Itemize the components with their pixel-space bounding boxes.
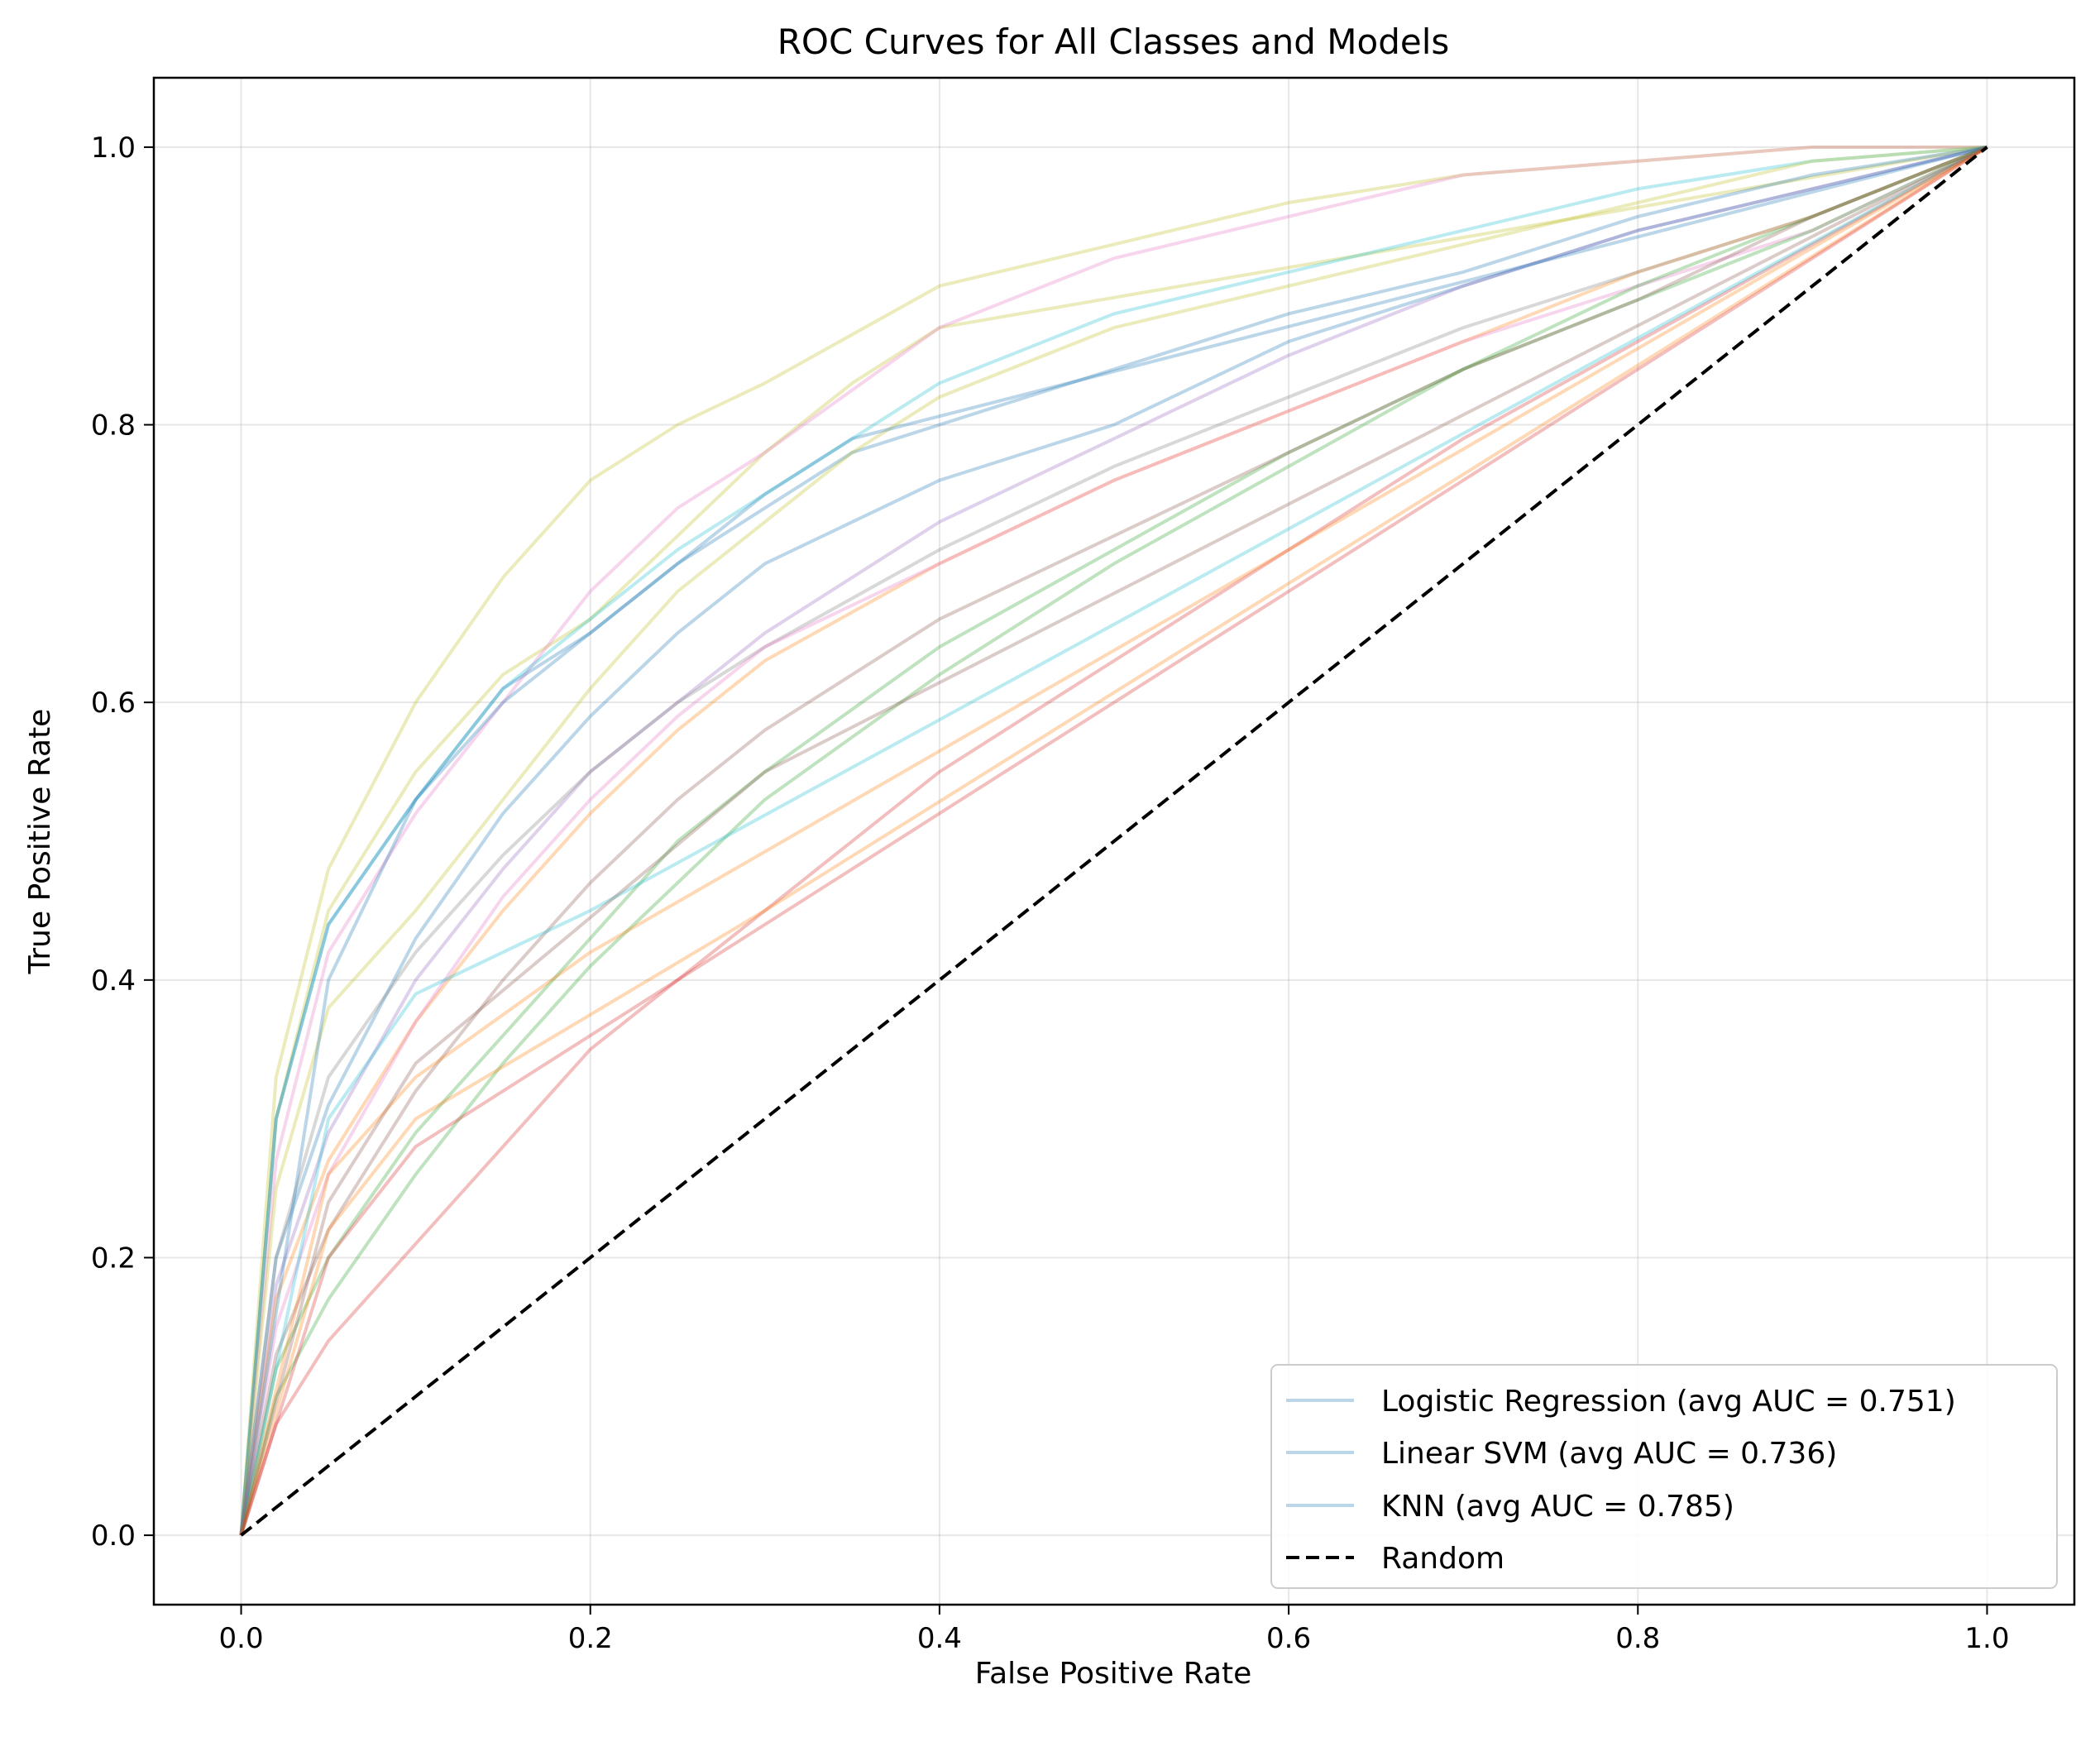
roc-curves	[239, 145, 1988, 1536]
roc-curve-4	[239, 145, 1988, 1536]
roc-curve-8	[239, 146, 1988, 1536]
x-tick-label-2: 0.4	[917, 1622, 962, 1655]
axis-ticks: 0.0 0.2 0.4 0.6 0.8 1.0 0.0 0.2 0.4 0.6 0.8 1.0	[91, 132, 2010, 1655]
y-tick-label-2: 0.4	[91, 964, 136, 998]
y-tick-label-4: 0.8	[91, 409, 136, 443]
roc-curve-18	[239, 146, 1988, 1536]
plot-frame	[152, 76, 2076, 1606]
x-axis-label: False Positive Rate	[975, 1657, 1252, 1691]
y-tick-label-0: 0.0	[91, 1519, 136, 1553]
roc-curve-19	[239, 146, 1988, 1536]
grid	[154, 78, 2074, 1605]
roc-curve-20	[239, 146, 1988, 1536]
legend-label-logreg: Logistic Regression (avg AUC = 0.751)	[1381, 1385, 1956, 1419]
x-tick-label-1: 0.2	[568, 1622, 613, 1655]
roc-curve-5	[239, 145, 1988, 1536]
roc-curve-1	[239, 145, 1988, 1536]
roc-curve-17	[239, 146, 1988, 1536]
random-line	[240, 146, 1988, 1537]
y-tick-label-1: 0.2	[91, 1242, 136, 1275]
roc-curve-6	[239, 145, 1988, 1536]
legend-label-linear-svm: Linear SVM (avg AUC = 0.736)	[1381, 1437, 1837, 1471]
roc-curve-11	[239, 146, 1988, 1536]
x-tick-label-4: 0.8	[1615, 1622, 1660, 1655]
roc-curve-15	[239, 145, 1988, 1536]
y-tick-label-3: 0.6	[91, 687, 136, 720]
legend-box	[1270, 1364, 2058, 1589]
y-tick-label-5: 1.0	[91, 132, 136, 165]
roc-curve-14	[239, 146, 1988, 1536]
legend: Logistic Regression (avg AUC = 0.751) Li…	[1270, 1364, 2058, 1589]
roc-curve-10	[239, 146, 1988, 1536]
x-tick-label-3: 0.6	[1266, 1622, 1311, 1655]
x-tick-label-5: 1.0	[1964, 1622, 2009, 1655]
roc-curve-12	[239, 146, 1988, 1536]
legend-label-knn: KNN (avg AUC = 0.785)	[1381, 1490, 1734, 1524]
roc-curve-7	[239, 145, 1988, 1536]
roc-curve-9	[239, 146, 1988, 1536]
roc-curve-0	[239, 145, 1988, 1536]
legend-label-random: Random	[1381, 1542, 1504, 1576]
roc-curve-2	[239, 145, 1988, 1536]
roc-curve-13	[239, 146, 1988, 1536]
random-layer	[240, 146, 1988, 1537]
roc-curve-3	[239, 145, 1988, 1536]
y-axis-label: True Positive Rate	[23, 709, 57, 975]
x-tick-label-0: 0.0	[219, 1622, 264, 1655]
chart-title: ROC Curves for All Classes and Models	[777, 22, 1450, 62]
roc-curve-16	[239, 146, 1988, 1536]
